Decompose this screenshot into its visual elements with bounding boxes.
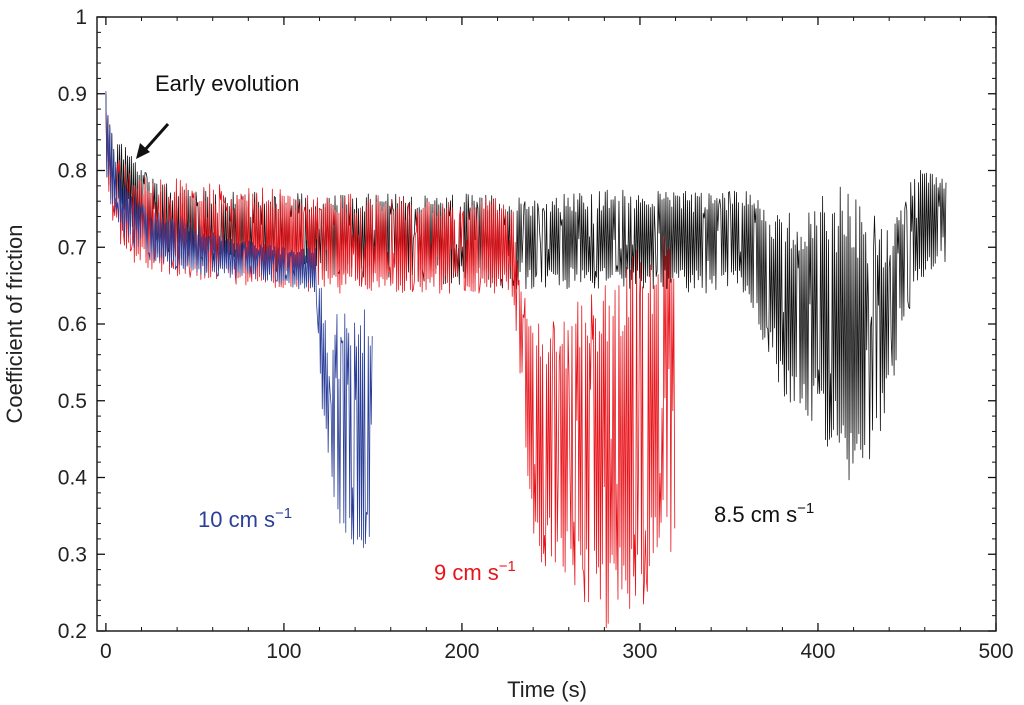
label-8-5cm-sup: −1 xyxy=(797,500,814,517)
y-tick-label: 0.4 xyxy=(58,467,88,490)
y-tick-label: 0.2 xyxy=(58,620,87,643)
label-8-5cm: 8.5 cm s−1 xyxy=(714,500,814,527)
y-tick-label: 0.8 xyxy=(58,160,87,183)
x-tick-label: 400 xyxy=(800,640,835,663)
y-tick-label: 0.9 xyxy=(58,83,87,106)
label-10cm: 10 cm s−1 xyxy=(198,505,292,532)
series-line-2 xyxy=(105,91,373,548)
axes-layer: 0 100 200 300 400 500 0.2 0.3 0.4 0.5 0.6 0.7 0.8 0.9… xyxy=(58,6,1014,663)
y-tick-label: 1 xyxy=(75,6,87,29)
label-9cm: 9 cm s−1 xyxy=(434,558,516,585)
series-line-1 xyxy=(105,110,676,629)
x-axis-title: Time (s) xyxy=(507,677,587,702)
y-tick-label: 0.3 xyxy=(58,543,87,566)
early-evolution-arrow xyxy=(136,123,170,159)
x-tick-label: 500 xyxy=(978,640,1013,663)
x-tick-label: 200 xyxy=(444,640,479,663)
label-10cm-sup: −1 xyxy=(275,505,292,522)
label-8-5cm-text: 8.5 cm s xyxy=(714,502,797,527)
x-tick-label: 300 xyxy=(622,640,657,663)
annotation-early-evolution: Early evolution xyxy=(155,71,299,96)
label-9cm-sup: −1 xyxy=(499,558,516,575)
series-layer xyxy=(105,91,947,629)
x-tick-label: 100 xyxy=(266,640,301,663)
y-tick-label: 0.5 xyxy=(58,390,87,413)
label-9cm-text: 9 cm s xyxy=(434,560,499,585)
y-tick-label: 0.7 xyxy=(58,236,87,259)
y-tick-label: 0.6 xyxy=(58,313,87,336)
x-tick-label: 0 xyxy=(100,640,112,663)
y-axis-title: Coefficient of friction xyxy=(2,225,27,424)
label-10cm-text: 10 cm s xyxy=(198,507,275,532)
